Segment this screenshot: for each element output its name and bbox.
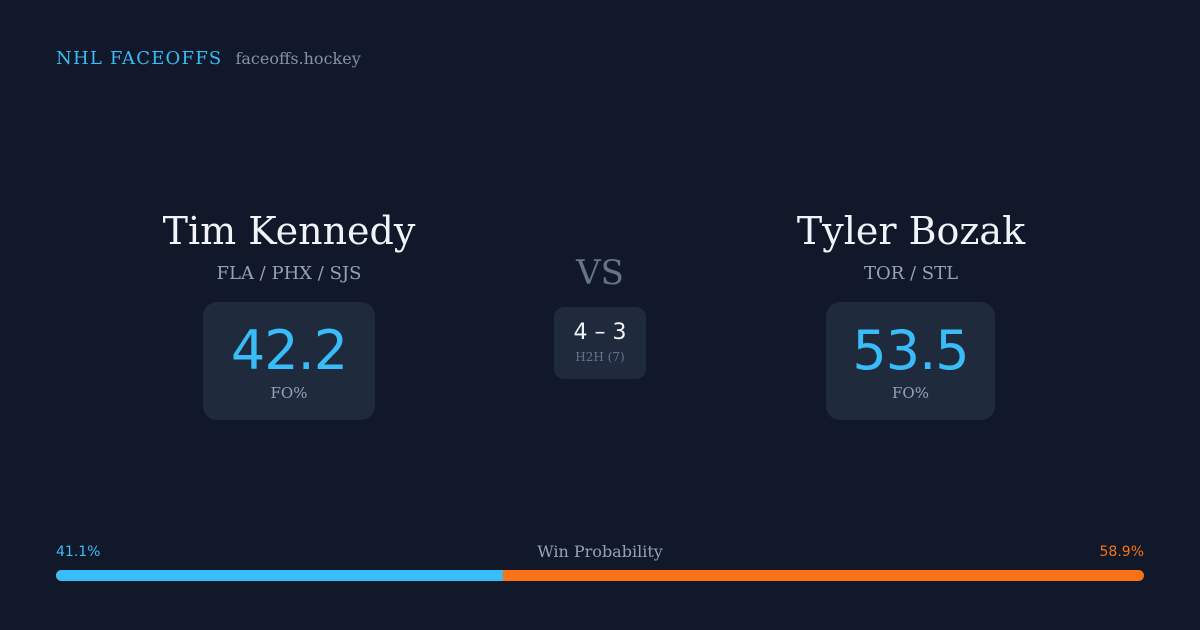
- player-right-stat-card: 53.5 FO%: [826, 302, 995, 420]
- h2h-label: H2H (7): [575, 350, 625, 364]
- player-right-fo-label: FO%: [892, 384, 929, 402]
- brand: NHL FACEOFFS faceoffs.hockey: [56, 48, 361, 74]
- win-probability-header: 41.1% Win Probability 58.9%: [56, 541, 1144, 563]
- h2h-card: 4 – 3 H2H (7): [554, 307, 646, 379]
- brand-url[interactable]: faceoffs.hockey: [235, 49, 361, 68]
- player-right: Tyler Bozak TOR / STL: [701, 200, 1121, 286]
- win-probability-left: 41.1%: [56, 544, 101, 560]
- player-left-fo-value: 42.2: [230, 319, 348, 382]
- player-right-name: Tyler Bozak: [796, 209, 1026, 253]
- win-probability-title: Win Probability: [537, 542, 663, 561]
- win-probability-right: 58.9%: [1099, 544, 1144, 560]
- player-left-name: Tim Kennedy: [162, 209, 416, 253]
- vs-label: VS: [576, 253, 624, 293]
- win-probability-bar-left-fill: [56, 570, 504, 581]
- brand-name: NHL FACEOFFS: [56, 48, 223, 69]
- h2h-score: 4 – 3: [573, 320, 627, 345]
- player-left-fo-label: FO%: [270, 384, 308, 402]
- player-right-teams: TOR / STL: [863, 263, 959, 284]
- player-right-fo-value: 53.5: [852, 319, 969, 382]
- win-probability-bar: [56, 570, 1144, 581]
- player-left: Tim Kennedy FLA / PHX / SJS: [79, 200, 499, 286]
- player-left-stat-card: 42.2 FO%: [203, 302, 375, 420]
- player-left-teams: FLA / PHX / SJS: [216, 263, 362, 284]
